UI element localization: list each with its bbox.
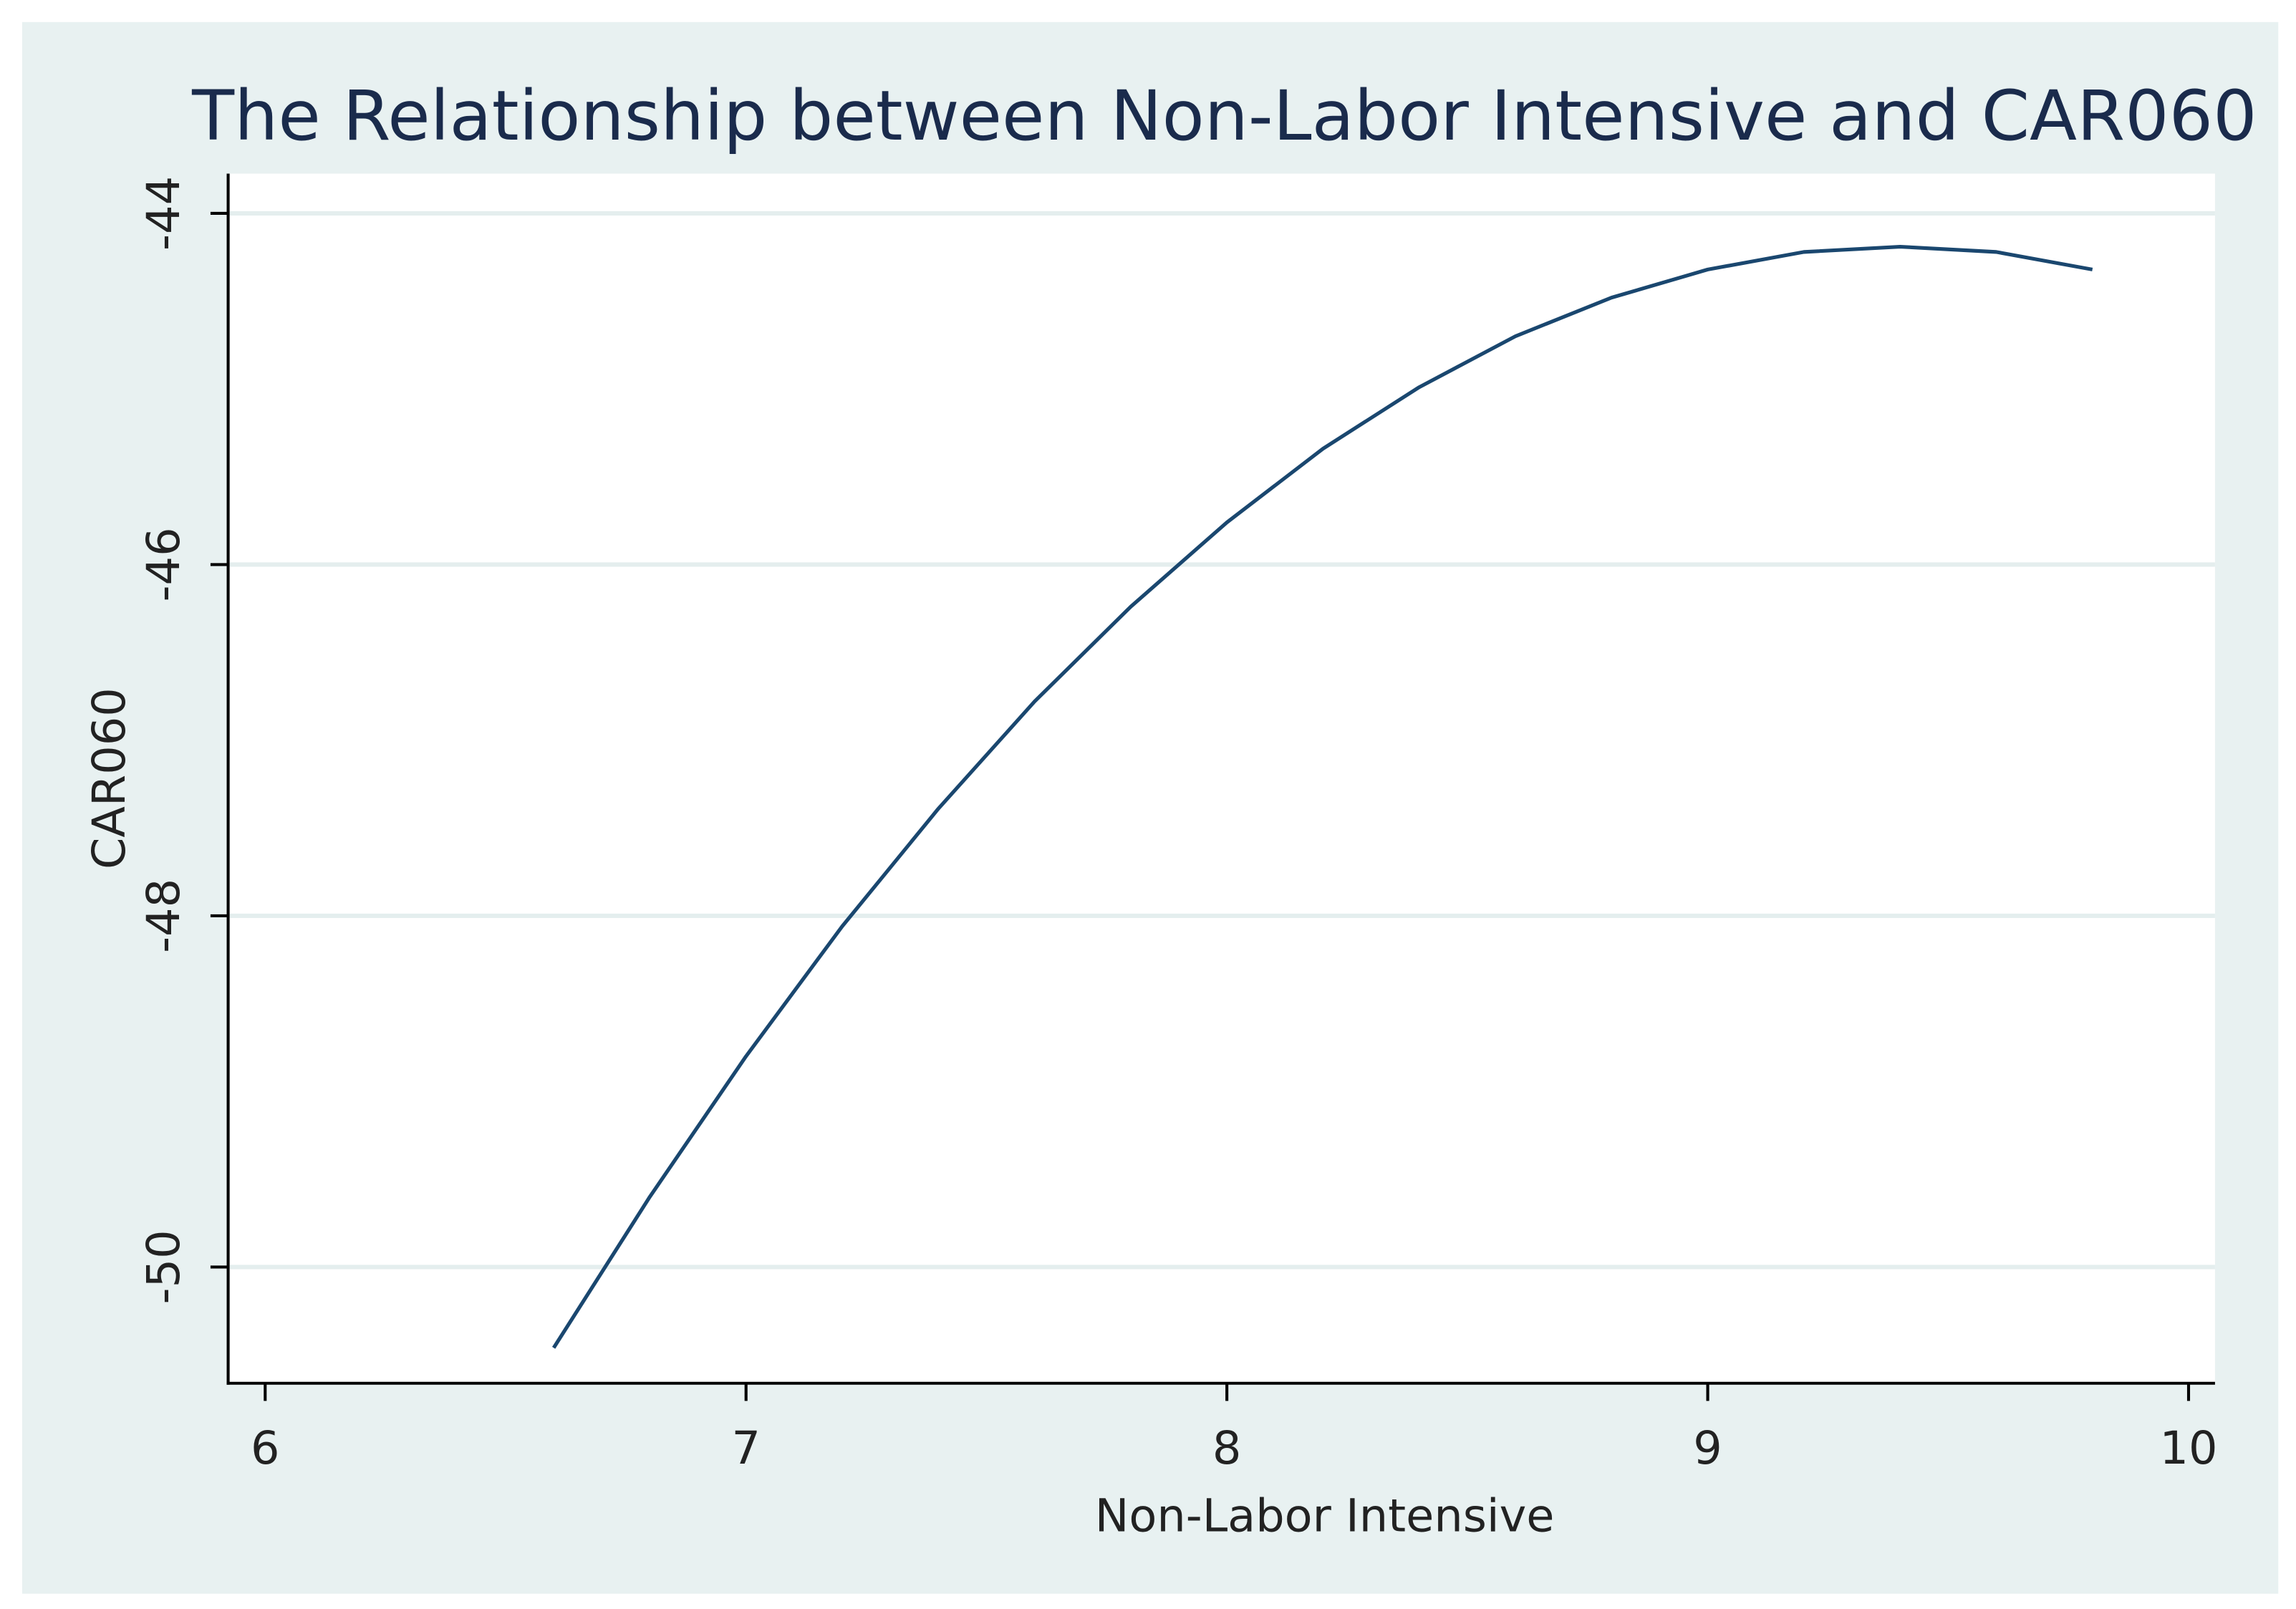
y-tick-label: -50 — [138, 1229, 190, 1304]
x-tick-label: 8 — [1212, 1422, 1242, 1475]
y-tick-label: -44 — [138, 176, 190, 251]
plot-area — [228, 173, 2215, 1383]
x-tick-label: 10 — [2159, 1422, 2217, 1475]
data-line — [551, 244, 2093, 1349]
x-axis-title: Non-Labor Intensive — [1095, 1489, 1555, 1542]
x-tick-label: 6 — [251, 1422, 280, 1475]
y-tick-label: -46 — [138, 527, 190, 601]
chart-title: The Relationship between Non-Labor Inten… — [191, 75, 2257, 156]
x-tick-label: 9 — [1693, 1422, 1722, 1475]
y-tick-label: -48 — [138, 879, 190, 953]
y-axis-title: CAR060 — [83, 687, 136, 869]
x-tick-label: 7 — [731, 1422, 761, 1475]
